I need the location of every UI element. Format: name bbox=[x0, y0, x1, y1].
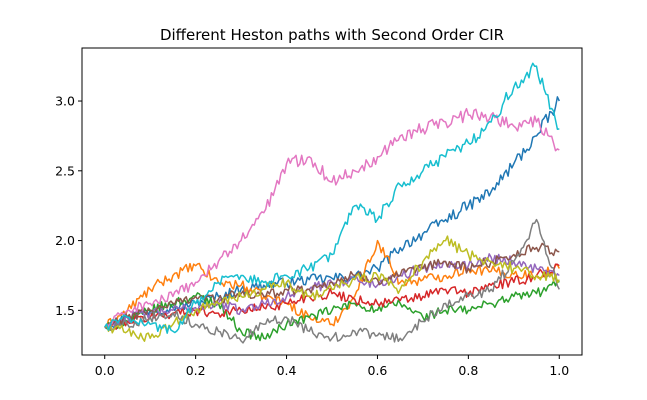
y-tick-label: 2.5 bbox=[55, 163, 75, 178]
x-tick-label: 0.0 bbox=[95, 363, 115, 378]
series-line-7 bbox=[104, 107, 560, 328]
y-tick-label: 1.5 bbox=[55, 303, 75, 318]
x-tick-label: 0.2 bbox=[186, 363, 206, 378]
axis-ticks: 0.0 0.2 0.4 0.6 0.8 1.0 1.5 2.0 2.5 3.0 bbox=[55, 94, 569, 378]
plot-area-frame bbox=[81, 47, 583, 356]
y-tick-label: 2.0 bbox=[55, 233, 75, 248]
chart-title: Different Heston paths with Second Order… bbox=[160, 26, 504, 44]
x-tick-label: 0.4 bbox=[277, 363, 297, 378]
y-tick-label: 3.0 bbox=[55, 94, 75, 109]
x-tick-label: 1.0 bbox=[549, 363, 569, 378]
series-line-3 bbox=[104, 279, 560, 342]
series-lines bbox=[104, 62, 560, 344]
series-line-6 bbox=[104, 242, 560, 328]
x-tick-label: 0.8 bbox=[458, 363, 478, 378]
series-line-10 bbox=[104, 62, 560, 334]
series-line-2 bbox=[104, 239, 560, 329]
x-tick-label: 0.6 bbox=[368, 363, 388, 378]
